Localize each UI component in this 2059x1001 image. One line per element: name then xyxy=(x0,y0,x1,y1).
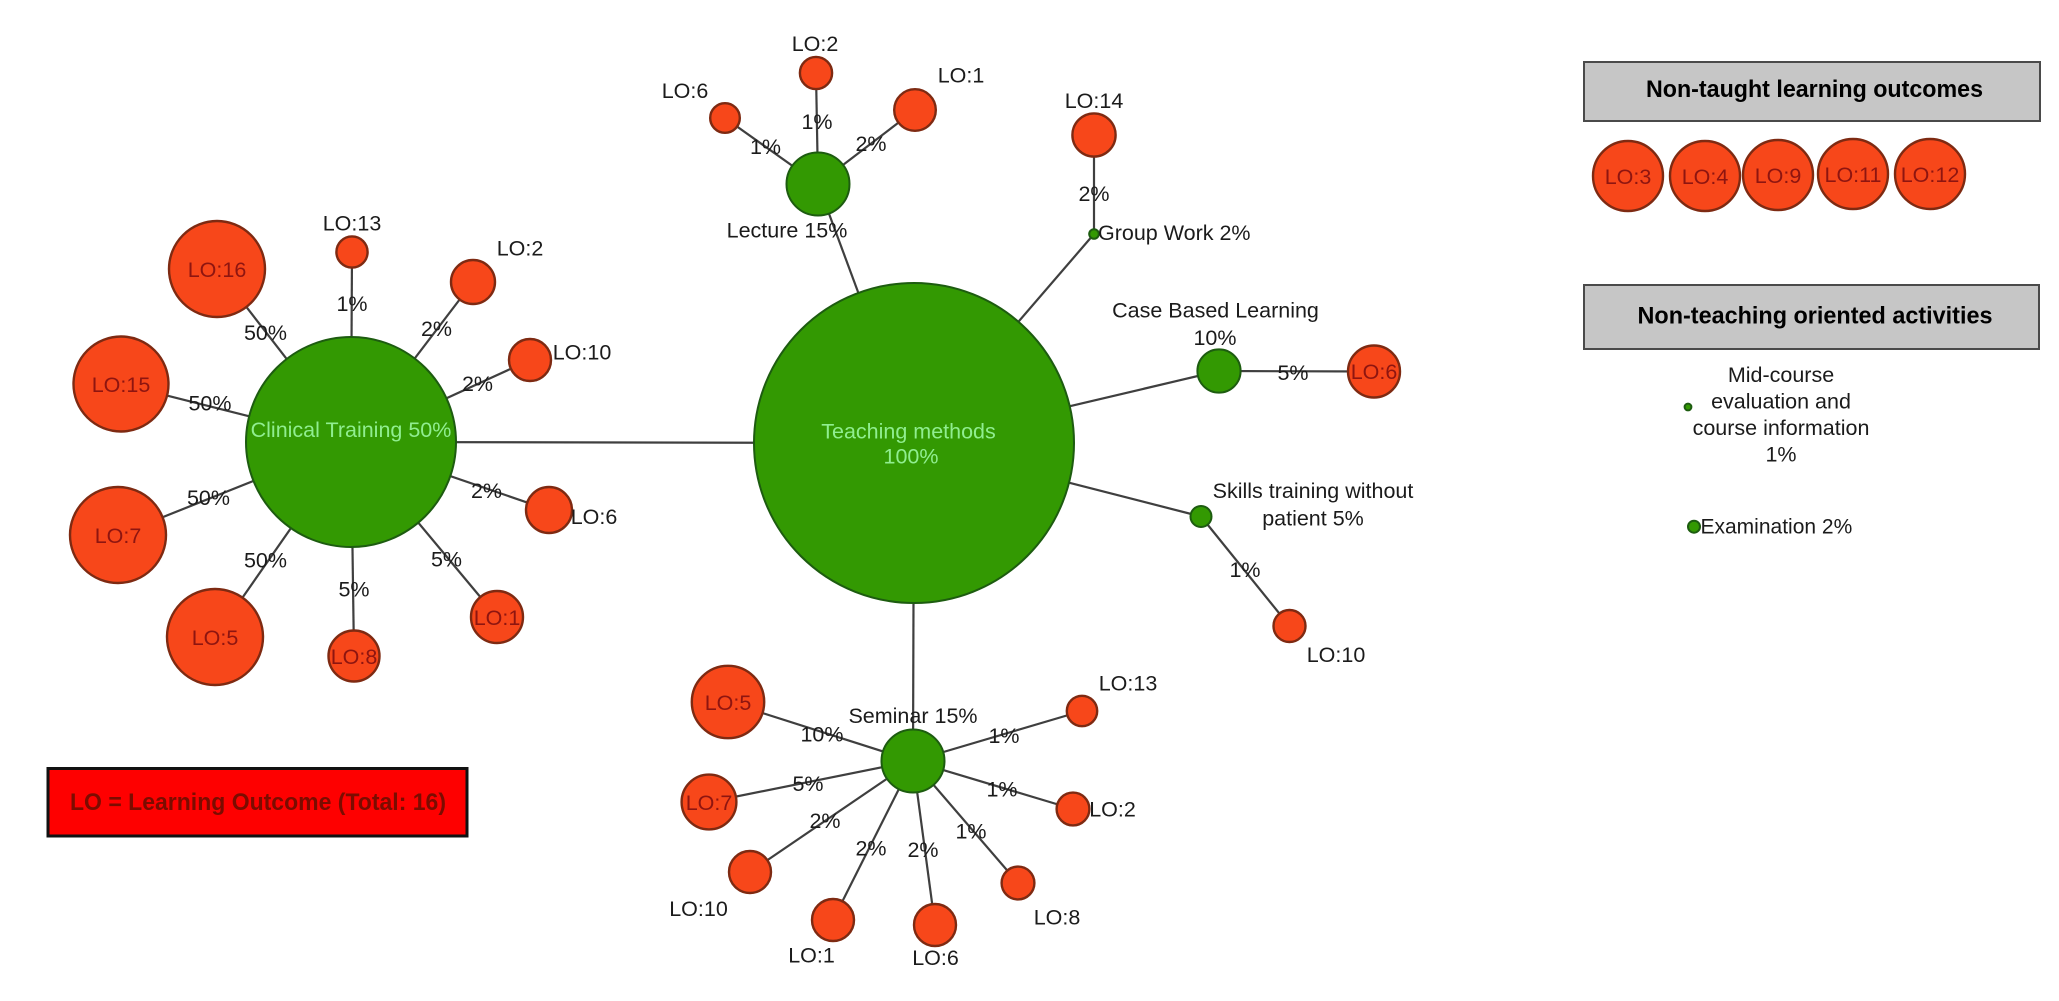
svg-text:5%: 5% xyxy=(1277,361,1308,385)
svg-text:LO:5: LO:5 xyxy=(705,691,752,715)
svg-text:LO:9: LO:9 xyxy=(1755,164,1802,188)
svg-text:LO:2: LO:2 xyxy=(497,237,544,261)
svg-text:LO:1: LO:1 xyxy=(474,606,521,630)
svg-text:50%: 50% xyxy=(244,321,287,345)
svg-text:10%: 10% xyxy=(1193,326,1236,350)
svg-text:1%: 1% xyxy=(1229,558,1260,582)
svg-text:LO:8: LO:8 xyxy=(331,645,378,669)
svg-text:2%: 2% xyxy=(1078,182,1109,206)
svg-text:LO:10: LO:10 xyxy=(553,341,612,365)
svg-text:LO:14: LO:14 xyxy=(1065,89,1124,113)
svg-text:Case Based Learning: Case Based Learning xyxy=(1112,299,1319,323)
svg-text:50%: 50% xyxy=(244,549,287,573)
svg-text:Clinical Training 50%: Clinical Training 50% xyxy=(251,418,452,442)
svg-text:2%: 2% xyxy=(462,372,493,396)
svg-text:Seminar 15%: Seminar 15% xyxy=(848,704,977,728)
svg-text:10%: 10% xyxy=(800,723,843,747)
svg-text:Teaching methods: Teaching methods xyxy=(821,420,996,444)
svg-text:5%: 5% xyxy=(431,548,462,572)
svg-text:Skills training without: Skills training without xyxy=(1213,479,1414,503)
svg-text:1%: 1% xyxy=(986,778,1017,802)
svg-text:50%: 50% xyxy=(187,486,230,510)
svg-text:2%: 2% xyxy=(421,317,452,341)
svg-text:LO:11: LO:11 xyxy=(1825,163,1882,187)
svg-text:LO:8: LO:8 xyxy=(1034,906,1081,930)
svg-text:LO:2: LO:2 xyxy=(1089,798,1136,822)
svg-text:1%: 1% xyxy=(988,724,1019,748)
svg-text:LO:3: LO:3 xyxy=(1605,165,1652,189)
svg-text:LO:7: LO:7 xyxy=(686,791,733,815)
svg-text:LO:12: LO:12 xyxy=(1901,163,1960,187)
svg-text:LO:4: LO:4 xyxy=(1682,165,1729,189)
svg-text:LO:13: LO:13 xyxy=(323,212,382,236)
svg-text:2%: 2% xyxy=(855,132,886,156)
svg-text:patient 5%: patient 5% xyxy=(1262,507,1364,531)
svg-text:LO:6: LO:6 xyxy=(912,946,959,970)
svg-text:course information: course information xyxy=(1693,416,1870,440)
svg-text:100%: 100% xyxy=(884,445,939,469)
svg-text:Non-teaching oriented activiti: Non-teaching oriented activities xyxy=(1638,303,1993,330)
svg-text:LO:13: LO:13 xyxy=(1099,672,1158,696)
svg-text:LO:5: LO:5 xyxy=(192,626,239,650)
svg-text:LO:2: LO:2 xyxy=(792,32,839,56)
svg-text:LO:10: LO:10 xyxy=(669,897,728,921)
svg-text:1%: 1% xyxy=(336,292,367,316)
svg-text:Non-taught learning outcomes: Non-taught learning outcomes xyxy=(1646,76,1983,103)
svg-text:5%: 5% xyxy=(792,772,823,796)
svg-text:1%: 1% xyxy=(955,820,986,844)
svg-text:LO:1: LO:1 xyxy=(938,64,985,88)
svg-text:LO:16: LO:16 xyxy=(188,258,247,282)
svg-text:LO:6: LO:6 xyxy=(571,505,618,529)
svg-text:2%: 2% xyxy=(809,809,840,833)
svg-text:1%: 1% xyxy=(750,135,781,159)
svg-text:2%: 2% xyxy=(471,479,502,503)
svg-text:LO:10: LO:10 xyxy=(1307,643,1366,667)
svg-text:LO:6: LO:6 xyxy=(662,79,709,103)
svg-text:1%: 1% xyxy=(1765,443,1796,467)
svg-text:Lecture 15%: Lecture 15% xyxy=(727,219,848,243)
svg-text:Mid-course: Mid-course xyxy=(1728,363,1834,387)
svg-text:2%: 2% xyxy=(855,837,886,861)
svg-text:LO:7: LO:7 xyxy=(95,524,142,548)
svg-text:LO:1: LO:1 xyxy=(788,944,835,968)
svg-text:Examination 2%: Examination 2% xyxy=(1701,516,1853,539)
svg-text:1%: 1% xyxy=(801,110,832,134)
svg-text:LO:15: LO:15 xyxy=(92,373,151,397)
svg-text:Group Work 2%: Group Work 2% xyxy=(1098,221,1251,245)
svg-text:50%: 50% xyxy=(188,392,231,416)
svg-text:evaluation and: evaluation and xyxy=(1711,390,1851,414)
svg-text:2%: 2% xyxy=(907,838,938,862)
svg-text:5%: 5% xyxy=(338,578,369,602)
svg-text:LO:6: LO:6 xyxy=(1351,360,1398,384)
svg-text:LO = Learning Outcome (Total:: LO = Learning Outcome (Total: 16) xyxy=(70,789,446,816)
